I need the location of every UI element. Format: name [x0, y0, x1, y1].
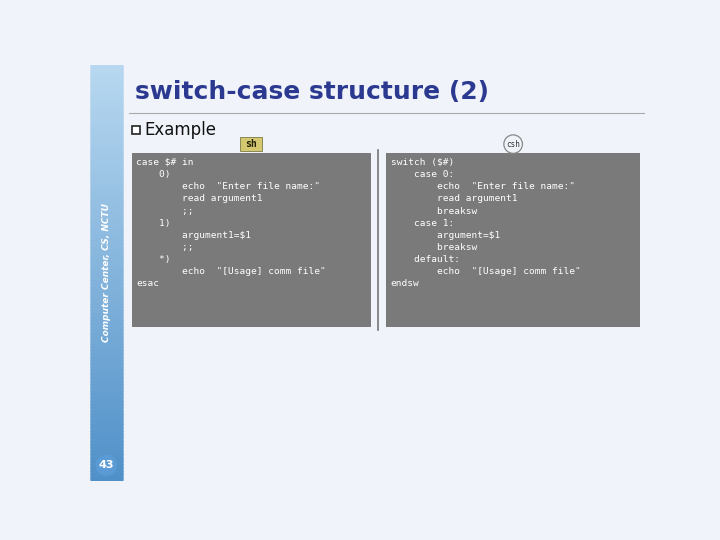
- Text: Example: Example: [144, 121, 216, 139]
- Circle shape: [96, 455, 117, 475]
- Text: 43: 43: [99, 460, 114, 470]
- Text: switch-case structure (2): switch-case structure (2): [135, 80, 489, 104]
- Bar: [132, 153, 371, 327]
- Text: Computer Center, CS, NCTU: Computer Center, CS, NCTU: [102, 203, 111, 342]
- Bar: [386, 153, 640, 327]
- Text: case $# in
    0)
        echo  "Enter file name:"
        read argument1
      : case $# in 0) echo "Enter file name:" re…: [137, 158, 326, 288]
- Bar: [132, 126, 140, 134]
- Text: switch ($#)
    case 0:
        echo  "Enter file name:"
        read argument1
: switch ($#) case 0: echo "Enter file nam…: [391, 158, 580, 288]
- Text: sh: sh: [246, 139, 257, 149]
- Text: csh: csh: [506, 140, 520, 149]
- Bar: [240, 137, 262, 151]
